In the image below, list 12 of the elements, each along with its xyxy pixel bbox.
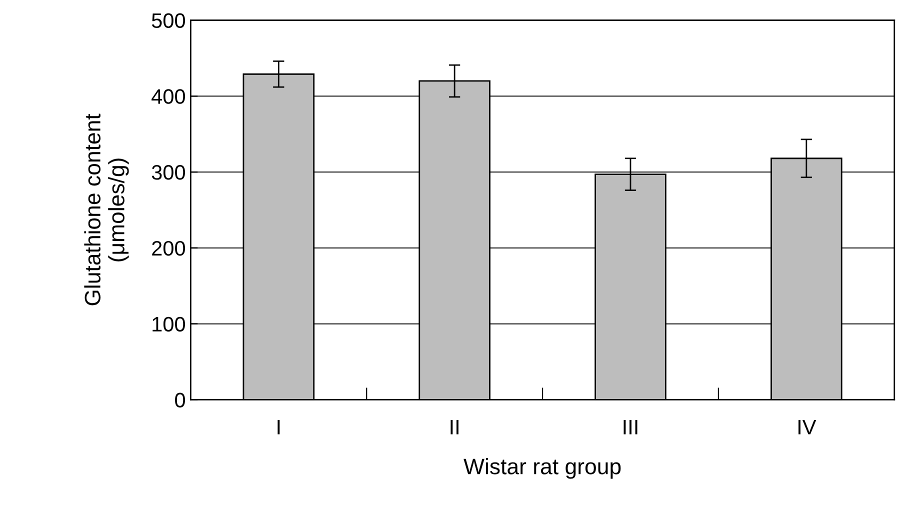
y-tick-label: 300 bbox=[152, 165, 186, 180]
y-tick-label: 0 bbox=[175, 392, 186, 408]
x-tick-label: III bbox=[624, 420, 638, 434]
x-tick-label: II bbox=[450, 420, 458, 434]
y-tick-label: 500 bbox=[152, 13, 186, 28]
y-tick-label: 100 bbox=[152, 316, 186, 332]
x-tick-label: IV bbox=[798, 420, 816, 434]
x-tick-label: I bbox=[278, 420, 280, 434]
x-axis-title: Wistar rat group bbox=[464, 458, 621, 479]
y-tick-label: 200 bbox=[152, 240, 186, 256]
y-axis-title: Glutathione content (μmoles/g) bbox=[84, 114, 129, 306]
y-tick-label: 400 bbox=[152, 89, 186, 104]
